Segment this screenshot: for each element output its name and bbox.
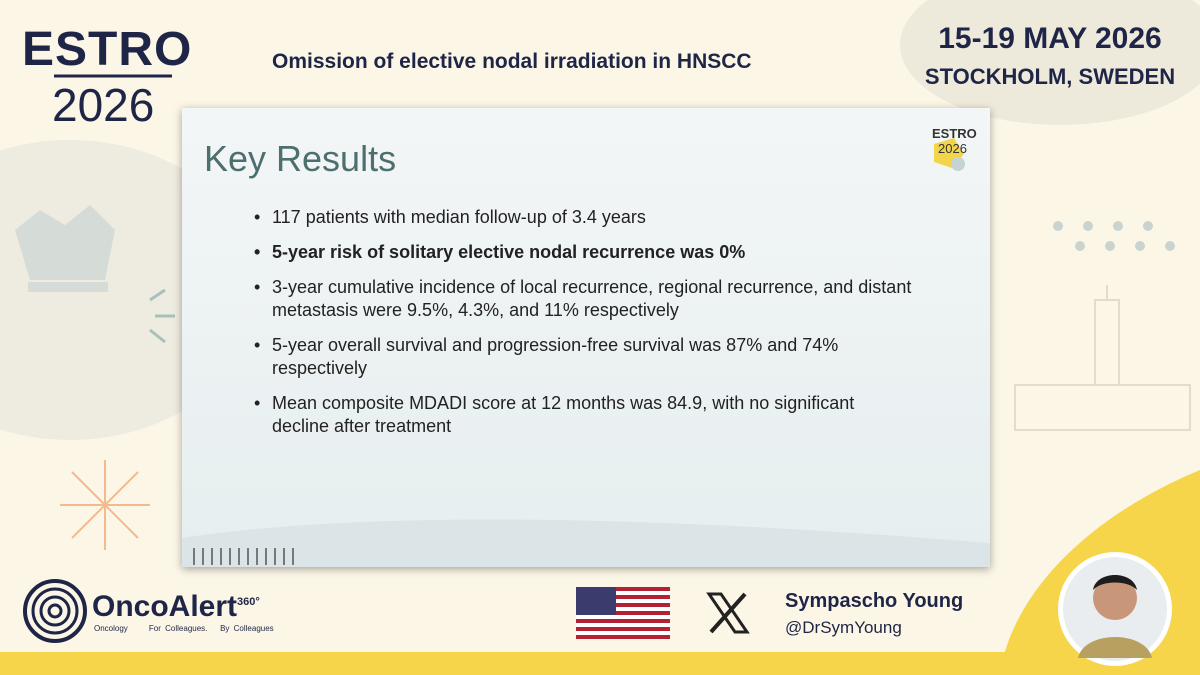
bullet-list: 117 patients with median follow-up of 3.… (254, 206, 914, 450)
tagline: Oncology For Colleagues. By Colleagues (94, 624, 274, 633)
event-location: STOCKHOLM, SWEDEN (924, 64, 1176, 89)
author-name: Sympascho Young (785, 590, 964, 612)
slide-logo-icon (934, 138, 965, 171)
slide-logo-year: 2026 (938, 141, 967, 156)
brand-name: OncoAlert360° (92, 590, 260, 624)
slide-logo-text: ESTRO (932, 126, 977, 141)
brand-text: OncoAlert (92, 590, 238, 623)
author-handle[interactable]: @DrSymYoung (785, 618, 902, 637)
bullet: 3-year cumulative incidence of local rec… (254, 276, 914, 322)
us-flag (576, 587, 670, 639)
brand-sup: 360° (237, 596, 260, 608)
bullet: Mean composite MDADI score at 12 months … (254, 392, 914, 438)
x-logo[interactable] (705, 590, 751, 636)
event-dates: 15-19 MAY 2026 (938, 22, 1162, 55)
slide: Key Results ESTRO 2026 117 patients with… (182, 108, 990, 567)
tagline-item: For Colleagues. (148, 624, 208, 633)
slide-wave (182, 519, 990, 567)
bullet: 117 patients with median follow-up of 3.… (254, 206, 914, 229)
tagline-item: By Colleagues (220, 624, 274, 633)
logo-text: ESTRO (22, 23, 193, 76)
logo-year: 2026 (52, 79, 155, 131)
author-photo (1058, 552, 1172, 666)
header-title: Omission of elective nodal irradiation i… (272, 50, 752, 73)
tagline-item: Oncology (94, 624, 128, 633)
oncoalert-icon (23, 579, 87, 643)
slide-title: Key Results (204, 138, 397, 179)
bullet: 5-year risk of solitary elective nodal r… (254, 241, 914, 264)
bullet: 5-year overall survival and progression-… (254, 334, 914, 380)
